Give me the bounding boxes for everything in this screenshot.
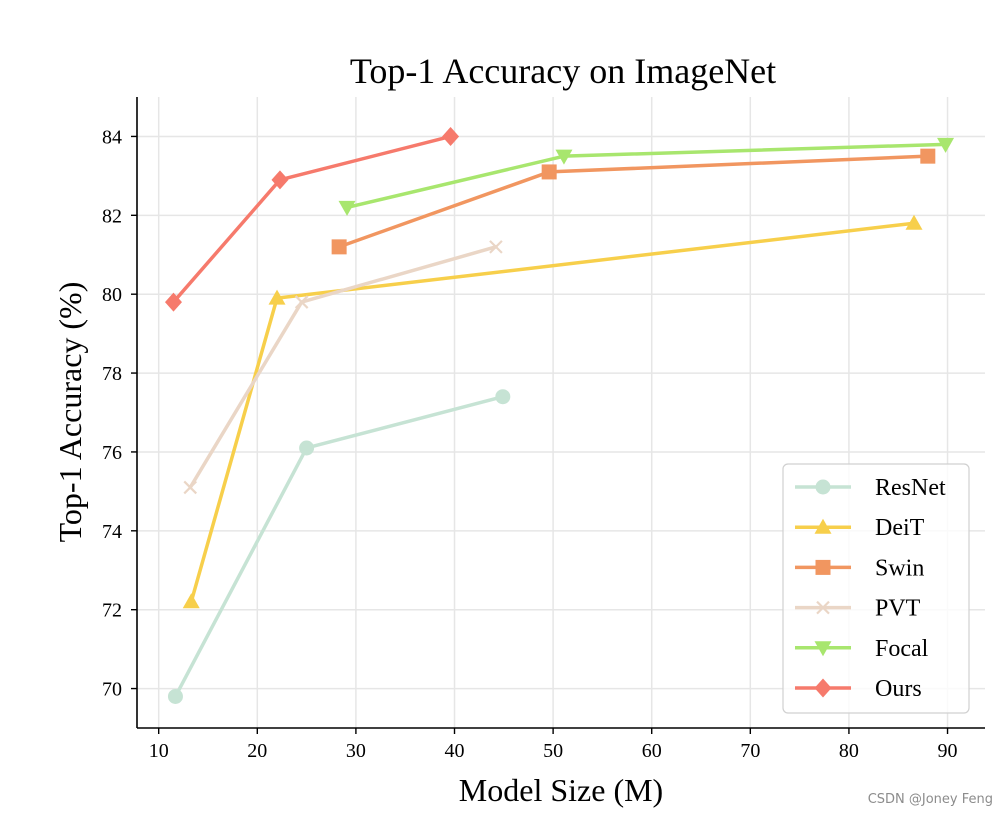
series-resnet <box>167 389 511 704</box>
x-tick-label: 60 <box>642 740 662 762</box>
data-point-pvt <box>294 295 309 309</box>
legend-marker-ours <box>814 678 832 698</box>
y-axis-label: Top-1 Accuracy (%) <box>52 282 88 543</box>
data-point-resnet <box>495 389 511 405</box>
series-layer <box>164 126 955 704</box>
data-point-pvt <box>183 480 198 495</box>
legend-item-swin: Swin <box>795 555 924 581</box>
chart-title: Top-1 Accuracy on ImageNet <box>350 51 776 91</box>
legend-label-deit: DeiT <box>875 515 925 541</box>
axes: 10 20 30 40 50 60 70 80 90 70 72 74 76 78 80 82 84 <box>102 97 985 762</box>
series-ours <box>164 126 460 312</box>
y-tick-label: 84 <box>102 126 122 148</box>
x-tick-label: 20 <box>247 740 267 762</box>
legend-item-ours: Ours <box>795 676 922 702</box>
series-focal <box>338 137 955 216</box>
x-tick-label: 80 <box>839 740 859 762</box>
x-tick-label: 70 <box>740 740 760 762</box>
legend-item-deit: DeiT <box>795 515 925 541</box>
y-tick-label: 78 <box>102 363 122 385</box>
series-swin <box>331 148 936 255</box>
y-tick-label: 76 <box>102 442 122 464</box>
legend-label-swin: Swin <box>875 555 924 581</box>
y-tick-label: 80 <box>102 284 122 306</box>
legend-item-pvt: PVT <box>795 596 921 622</box>
x-axis-label: Model Size (M) <box>459 772 663 808</box>
x-marker-stroke <box>816 600 830 615</box>
legend-item-resnet: ResNet <box>795 475 946 501</box>
x-marker-stroke <box>294 295 309 309</box>
data-point-focal <box>555 149 573 165</box>
data-point-focal <box>338 200 356 216</box>
x-tick-label: 50 <box>543 740 563 762</box>
y-tick-label: 82 <box>102 205 122 227</box>
x-marker-stroke <box>489 240 503 254</box>
series-pvt <box>183 240 503 495</box>
data-point-deit <box>905 214 923 230</box>
data-point-ours <box>271 170 289 190</box>
legend-label-ours: Ours <box>875 676 922 702</box>
legend-marker-pvt <box>816 600 830 615</box>
series-deit <box>182 214 923 609</box>
x-tick-label: 40 <box>445 740 465 762</box>
legend-marker-swin <box>815 559 831 575</box>
legend-label-pvt: PVT <box>875 596 921 622</box>
x-tick-label: 90 <box>938 740 958 762</box>
data-point-resnet <box>299 440 315 456</box>
x-tick-label: 10 <box>149 740 169 762</box>
y-tick-label: 70 <box>102 679 122 701</box>
data-point-ours <box>164 292 182 312</box>
x-marker-stroke <box>183 480 198 495</box>
legend-items: ResNet DeiT Swin PVT Focal Ours <box>795 475 946 702</box>
x-tick-label: 30 <box>346 740 366 762</box>
data-point-resnet <box>167 688 183 704</box>
legend-marker-focal <box>814 641 832 657</box>
y-tick-label: 72 <box>102 600 122 622</box>
data-point-deit <box>268 289 286 305</box>
watermark: CSDN @Joney Feng <box>868 792 993 807</box>
legend-label-resnet: ResNet <box>875 475 946 501</box>
legend-label-focal: Focal <box>875 636 929 662</box>
data-point-swin <box>920 148 936 164</box>
data-point-swin <box>331 239 347 255</box>
data-point-swin <box>541 164 557 180</box>
legend-marker-resnet <box>815 479 831 495</box>
data-point-pvt <box>489 240 503 254</box>
legend: ResNet DeiT Swin PVT Focal Ours <box>782 463 970 714</box>
data-point-deit <box>182 593 200 609</box>
data-point-ours <box>442 126 460 146</box>
data-point-focal <box>937 137 955 153</box>
legend-item-focal: Focal <box>795 636 929 662</box>
legend-marker-deit <box>814 518 832 534</box>
y-tick-label: 74 <box>102 521 122 543</box>
